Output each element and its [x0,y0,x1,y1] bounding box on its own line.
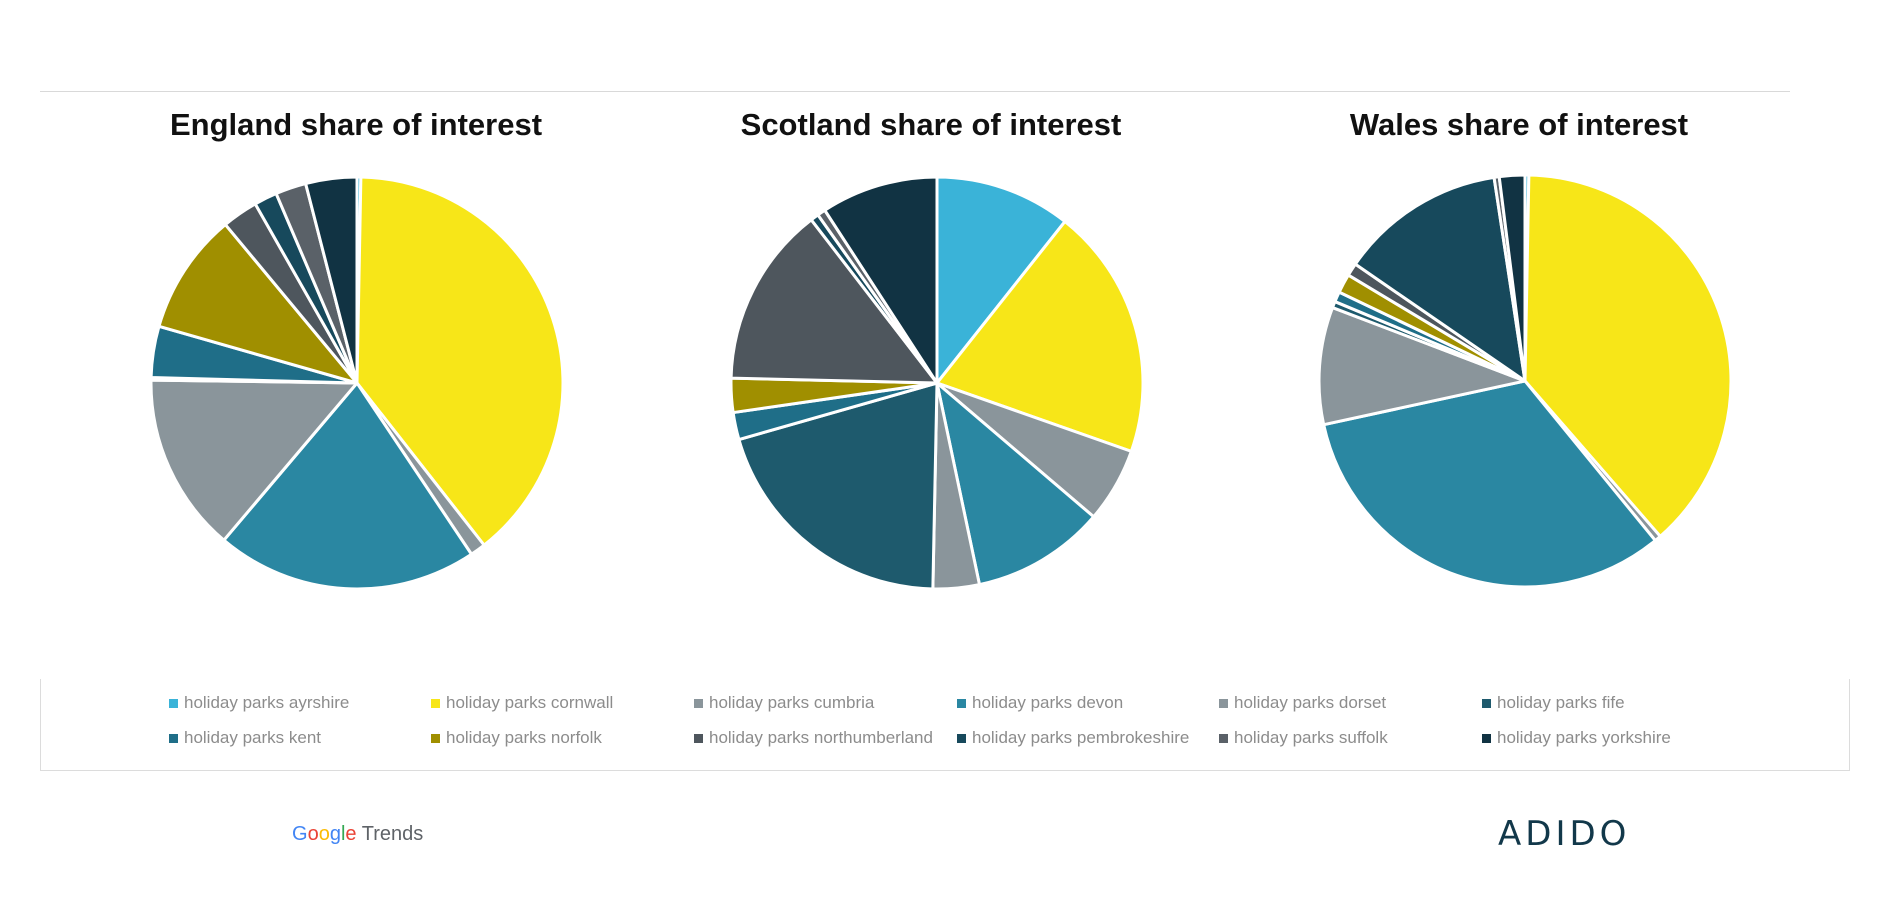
legend-swatch [431,698,440,708]
pie-slice [729,218,939,385]
legend-swatch [431,733,440,743]
chart-title-scotland: Scotland share of interest [740,107,1122,142]
legend-item: holiday parks suffolk [1219,727,1481,749]
legend-label: holiday parks suffolk [1234,728,1388,747]
legend-label: holiday parks pembrokeshire [972,728,1190,747]
pie-charts [149,173,1733,591]
legend-label: holiday parks northumberland [709,728,933,747]
pie-1 [729,175,1145,591]
legend-item: holiday parks fife [1482,692,1744,714]
pie-slice [1322,379,1657,589]
legend-swatch [169,698,178,708]
chart-title-wales: Wales share of interest [1349,107,1689,142]
legend-swatch [1482,733,1491,743]
legend-item: holiday parks kent [169,727,431,749]
pie-slice [1353,175,1527,383]
legend-swatch [1219,698,1228,708]
legend-swatch [957,698,966,708]
legend-label: holiday parks dorset [1234,693,1387,712]
legend-item: holiday parks norfolk [431,727,693,749]
legend-item: holiday parks devon [957,692,1219,714]
pie-slice [222,381,473,591]
top-divider [40,91,1790,92]
legend-item: holiday parks northumberland [694,727,956,749]
legend: holiday parks ayrshire holiday parks corn… [40,679,1850,771]
legend-label: holiday parks cornwall [446,693,614,712]
clipped-category-labels [40,610,1760,626]
pie-slice [737,381,939,591]
pie-slice [935,381,1096,587]
legend-item: holiday parks ayrshire [169,692,431,714]
pie-slice [157,223,359,385]
pie-slice [1317,306,1527,427]
pie-0 [149,175,565,591]
legend-label: holiday parks fife [1497,693,1625,712]
legend-label: holiday parks cumbria [709,693,875,712]
legend-swatch [694,698,703,708]
pie-slice [1497,173,1527,383]
pie-slice [1523,173,1733,538]
pie-slice [935,220,1145,453]
legend-label: holiday parks norfolk [446,728,602,747]
legend-label: holiday parks ayrshire [184,693,350,712]
pie-slice [935,175,1067,385]
pie-slice [149,378,359,542]
legend-item: holiday parks dorset [1219,692,1481,714]
legend-label: holiday parks yorkshire [1497,728,1671,747]
legend-label: holiday parks devon [972,693,1124,712]
legend-item: holiday parks pembrokeshire [957,727,1219,749]
legend-swatch [957,733,966,743]
legend-item: holiday parks cornwall [431,692,693,714]
pie-slice [355,175,565,547]
legend-swatch [1219,733,1228,743]
adido-logo: ADIDO [1498,814,1631,854]
pie-slice [823,175,939,385]
legend-item: holiday parks yorkshire [1482,727,1744,749]
legend-swatch [694,733,703,743]
chart-title-england: England share of interest [169,107,543,142]
google-trends-logo: Google Trends [292,823,424,845]
legend-swatch [1482,698,1491,708]
legend-swatch [169,733,178,743]
legend-label: holiday parks kent [184,728,322,747]
legend-item: holiday parks cumbria [694,692,956,714]
pie-2 [1317,173,1733,589]
pie-slice [304,175,359,385]
